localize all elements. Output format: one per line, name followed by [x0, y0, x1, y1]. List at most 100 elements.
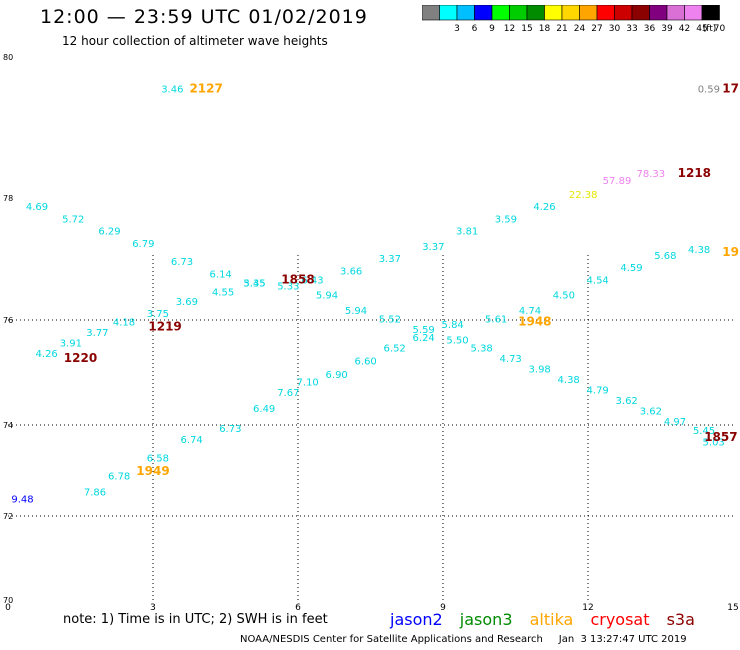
colorbar-tick-label: 70: [714, 24, 726, 33]
wave-height-point: 6.29: [98, 227, 120, 238]
colorbar-tick-label: 30: [609, 24, 621, 33]
pass-time-label: 1219: [148, 320, 181, 334]
wave-height-point: 0.59: [698, 84, 720, 95]
colorbar-tick-label: 12: [504, 24, 515, 33]
wave-height-point: 5.45: [693, 426, 715, 437]
x-tick-label: 3: [150, 603, 156, 613]
colorbar-tick-label: 18: [539, 24, 551, 33]
colorbar-tick-label: 42: [679, 24, 690, 33]
page-title: 12:00 — 23:59 UTC 01/02/2019: [40, 6, 368, 28]
color-scale-legend: 3 6 9 12 15 18 21 24 27 30 33 36 39 42 45 70(ft): [422, 5, 726, 33]
pass-time-label: 1858: [281, 272, 314, 286]
wave-height-point: 4.50: [553, 291, 575, 302]
wave-height-point: 4.97: [664, 417, 686, 428]
colorbar-tick-label: 45: [696, 24, 707, 33]
wave-height-point: 3.62: [616, 396, 638, 407]
y-tick-label: 78: [3, 194, 13, 203]
pass-time-label: 17: [722, 81, 739, 95]
wave-height-point: 4.74: [519, 306, 541, 317]
legend-altika: altika: [529, 610, 574, 629]
wave-height-point: 6.49: [253, 404, 275, 415]
wave-height-point: 6.90: [326, 370, 348, 381]
wave-height-point: 4.59: [620, 263, 642, 274]
wave-height-point: 22.38: [569, 190, 598, 201]
wave-height-point: 5.68: [654, 251, 676, 262]
wave-height-point: 4.79: [587, 386, 609, 397]
wave-height-point: 4.38: [558, 375, 580, 386]
wave-height-point: 5.03: [703, 437, 725, 448]
wave-height-point: 5.52: [379, 315, 401, 326]
pass-time-label: 1218: [678, 166, 711, 180]
wave-height-point: 3.46: [161, 84, 183, 95]
wave-height-point: 6.14: [210, 269, 232, 280]
x-tick-label: 6: [295, 603, 301, 613]
wave-height-point: 5.72: [62, 214, 84, 225]
wave-height-point: 5.33: [277, 282, 299, 293]
legend-cryosat: cryosat: [590, 610, 650, 629]
pass-time-label: 2127: [189, 81, 222, 95]
wave-height-point: 3.37: [422, 242, 444, 253]
wave-height-point: 4.26: [36, 349, 58, 360]
colorbar-tick-label: 3: [454, 24, 460, 33]
x-tick-label: 15: [727, 603, 738, 613]
wave-height-point: 4.55: [212, 288, 234, 299]
wave-height-point: 6.74: [181, 435, 203, 446]
colorbar-tick-label: 21: [556, 24, 567, 33]
wave-height-point: 4.69: [26, 202, 48, 213]
x-tick-label: 12: [582, 603, 593, 613]
colorbar-swatch: [701, 5, 720, 21]
colorbar-tick-label: 15: [521, 24, 532, 33]
colorbar-tick-label: 36: [644, 24, 656, 33]
colorbar-tick-label: 6: [472, 24, 478, 33]
y-tick-label: 70: [3, 596, 13, 605]
wave-height-point: 5.59: [413, 325, 435, 336]
wave-height-point: 4.26: [533, 202, 555, 213]
legend-s3a: s3a: [666, 610, 695, 629]
wave-height-point: 3.98: [529, 365, 551, 376]
wave-height-point: 5.38: [471, 344, 493, 355]
wave-height-point: 6.79: [132, 239, 154, 250]
wave-height-point: 6.73: [171, 257, 193, 268]
pass-time-label: 1857: [704, 430, 737, 444]
wave-height-point: 6.52: [384, 344, 406, 355]
wave-height-point: 4.18: [113, 317, 135, 328]
credit-line: NOAA/NESDIS Center for Satellite Applica…: [240, 634, 687, 645]
wave-height-point: 6.58: [147, 453, 169, 464]
pass-time-label: 19: [722, 245, 739, 259]
wave-height-point: 6.78: [108, 472, 130, 483]
page-subtitle: 12 hour collection of altimeter wave hei…: [62, 34, 328, 48]
wave-height-point: 4.54: [587, 275, 609, 286]
legend-jason3: jason3: [459, 610, 513, 629]
wave-height-point: 9.48: [11, 494, 33, 505]
x-tick-label: 9: [440, 603, 446, 613]
pass-time-label: 1220: [64, 351, 97, 365]
y-tick-label: 80: [3, 53, 13, 62]
wave-height-point: 3.77: [86, 328, 108, 339]
wave-height-point: 5.50: [446, 336, 468, 347]
wave-height-point: 4.38: [688, 245, 710, 256]
footer-note: note: 1) Time is in UTC; 2) SWH is in fe…: [63, 612, 328, 627]
wave-height-point: 57.89: [603, 176, 632, 187]
pass-time-label: 1949: [136, 464, 169, 478]
colorbar-unit: (ft): [703, 24, 717, 33]
wave-height-point: 5.94: [345, 306, 367, 317]
y-tick-label: 74: [3, 421, 13, 430]
wave-height-point: 4.73: [500, 354, 522, 365]
wave-height-point: 3.81: [456, 227, 478, 238]
wave-height-point: 5.94: [316, 291, 338, 302]
wave-height-point: 3.66: [340, 266, 362, 277]
wave-height-point: 78.33: [637, 169, 666, 180]
wave-height-point: 7.10: [297, 378, 319, 389]
wave-height-point: 5.84: [442, 320, 464, 331]
satellite-legend: jason2 jason3 altika cryosat s3a: [390, 610, 707, 629]
colorbar-tick-label: 9: [489, 24, 495, 33]
colorbar-tick-label: 24: [574, 24, 586, 33]
wave-height-point: 3.75: [147, 309, 169, 320]
wave-height-point: 7.86: [84, 488, 106, 499]
y-tick-label: 76: [3, 316, 13, 325]
colorbar-tick-label: 33: [626, 24, 637, 33]
wave-height-point: 6.73: [219, 424, 241, 435]
pass-time-label: 1948: [518, 314, 551, 328]
wave-height-point: 6.24: [413, 333, 435, 344]
